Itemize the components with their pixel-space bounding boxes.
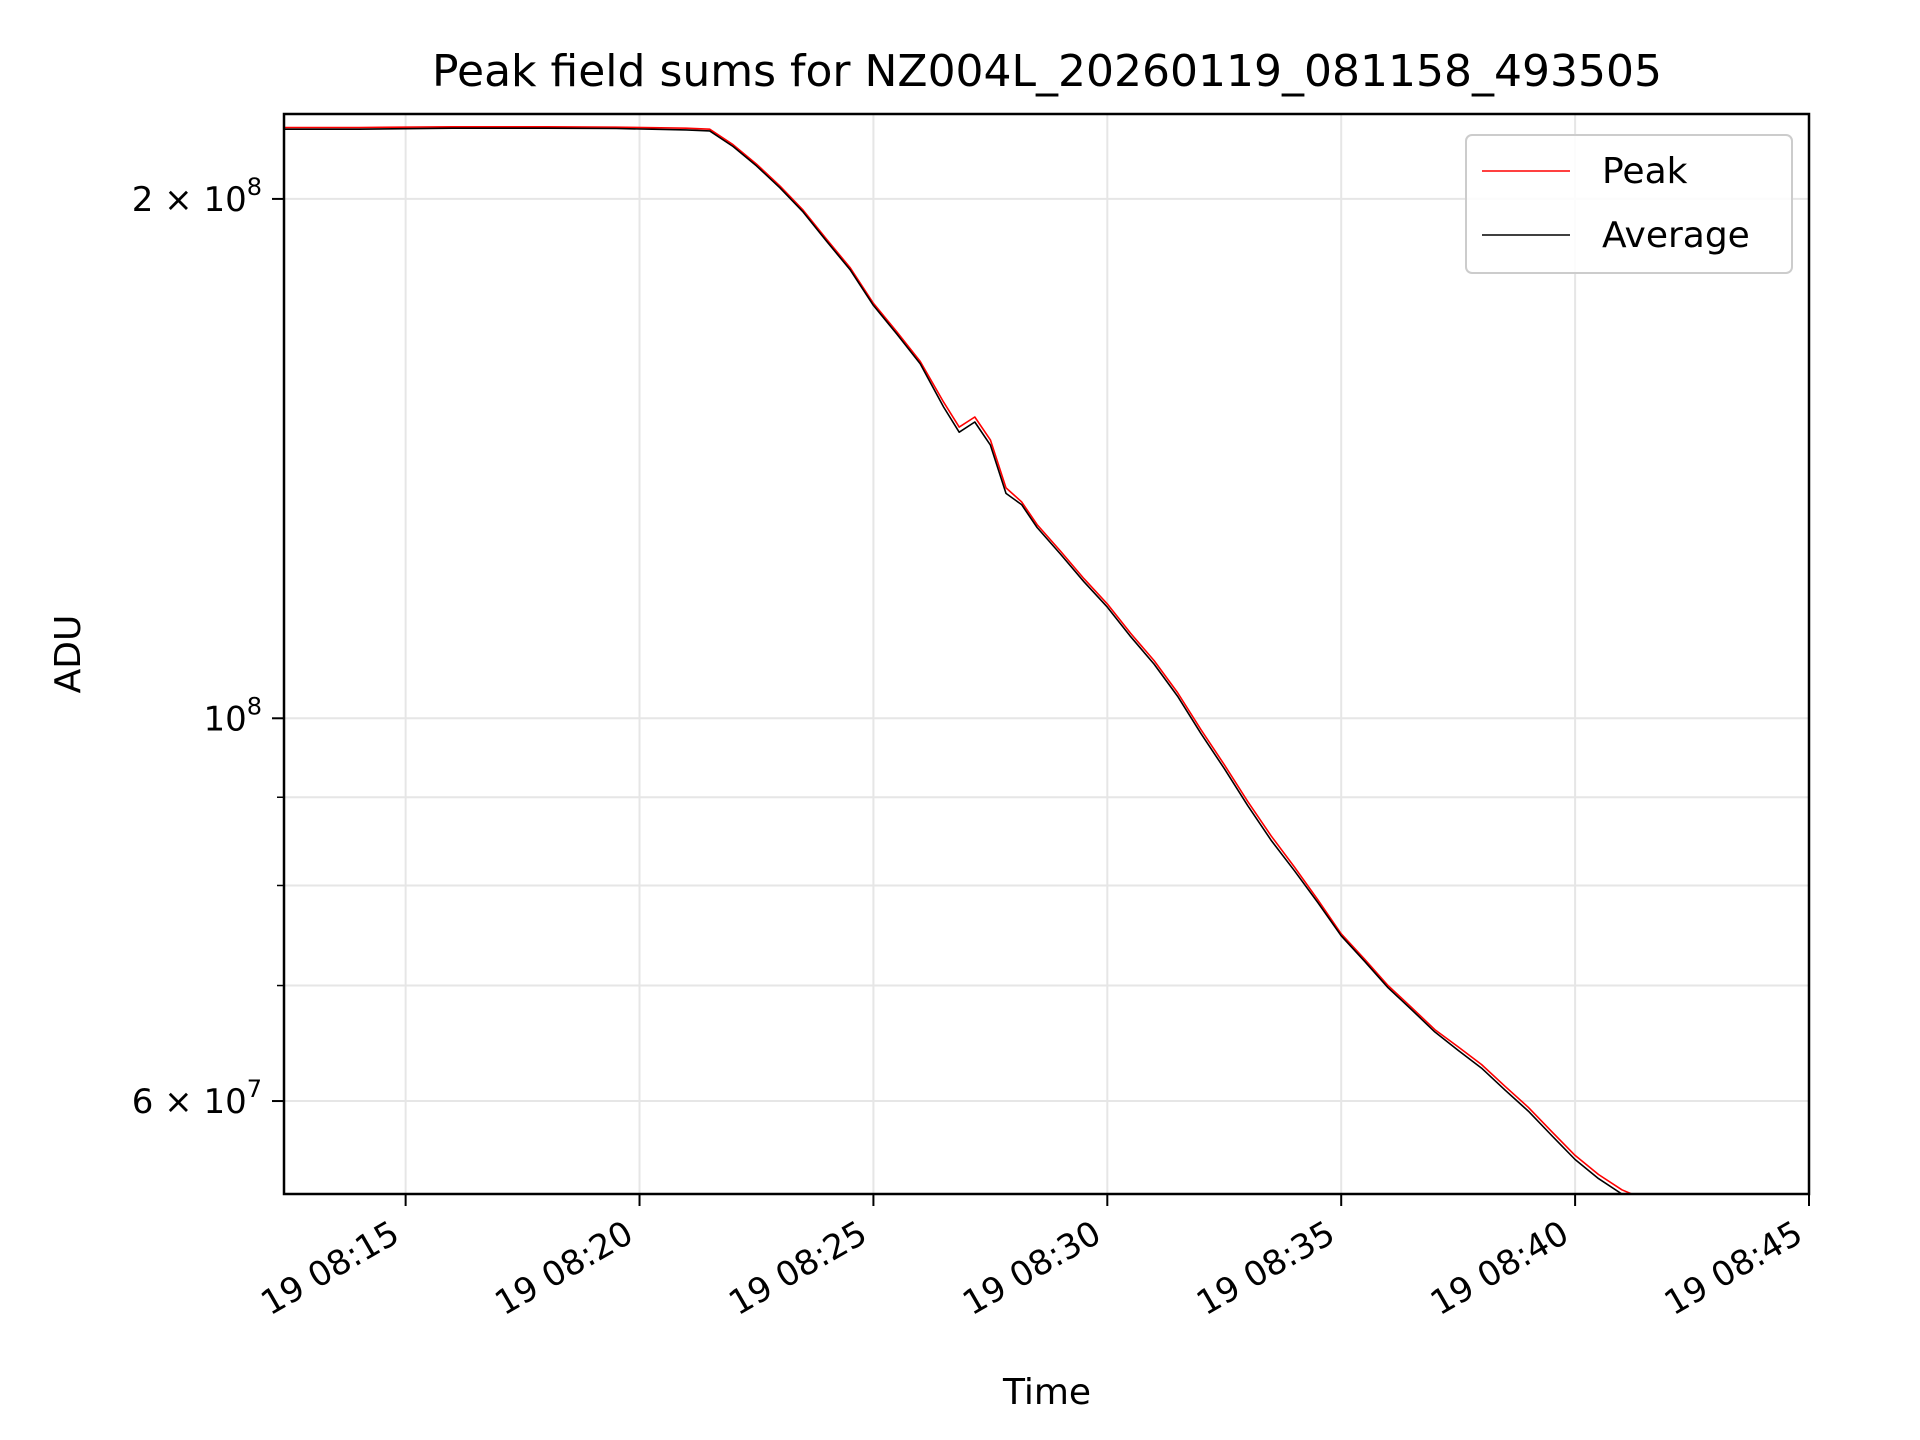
x-tick-label: 19 08:15 (254, 1213, 406, 1324)
x-tick-label: 19 08:45 (1658, 1213, 1810, 1324)
axis-ticks: 19 08:15 19 08:20 19 08:25 19 08:30 19 08:35… (132, 173, 1810, 1324)
series-line-peak (284, 126, 1634, 1194)
y-tick-label: 108 (203, 692, 262, 739)
legend-label-peak: Peak (1602, 151, 1688, 192)
y-tick-label: 6 × 107 (132, 1075, 262, 1122)
x-tick-label: 19 08:35 (1190, 1213, 1342, 1324)
x-axis-label: Time (1002, 1372, 1091, 1413)
grid (284, 114, 1810, 1194)
x-tick-label: 19 08:20 (488, 1213, 640, 1324)
series-line-average (284, 127, 1624, 1194)
legend-label-average: Average (1602, 215, 1750, 256)
y-tick-label: 2 × 108 (132, 173, 262, 220)
legend-box (1465, 134, 1793, 274)
x-tick-label: 19 08:30 (956, 1213, 1108, 1324)
legend: Peak Average (1465, 134, 1793, 274)
x-tick-label: 19 08:25 (722, 1213, 874, 1324)
chart-title: Peak field sums for NZ004L_20260119_0811… (432, 46, 1662, 97)
x-tick-label: 19 08:40 (1424, 1213, 1576, 1324)
plot-area (284, 126, 1634, 1194)
plot-frame (282, 112, 1811, 1196)
y-axis-label: ADU (48, 615, 89, 694)
